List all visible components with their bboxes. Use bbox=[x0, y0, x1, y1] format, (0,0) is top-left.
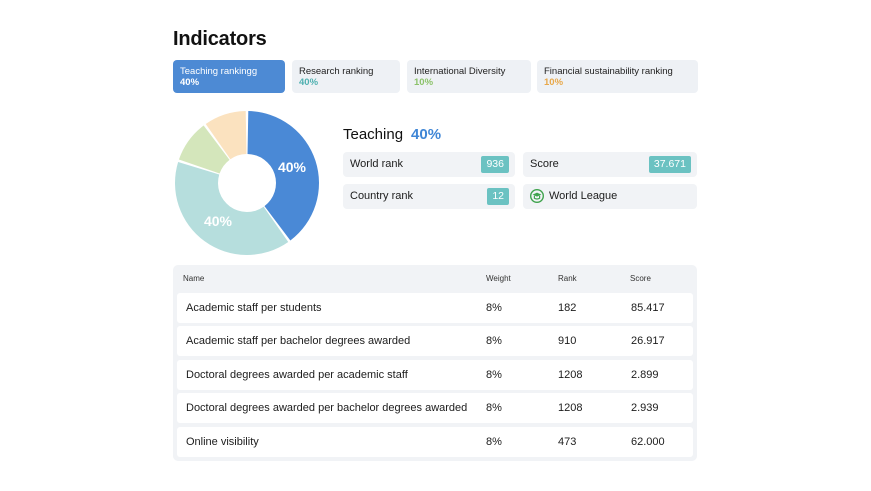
table-header: Name Weight Rank Score bbox=[173, 265, 697, 291]
row-rank: 473 bbox=[558, 436, 577, 448]
country-rank-badge: 12 bbox=[487, 188, 509, 205]
world-league-label: World League bbox=[549, 190, 618, 202]
table-row[interactable]: Doctoral degrees awarded per academic st… bbox=[177, 360, 693, 390]
row-weight: 8% bbox=[486, 369, 502, 381]
donut-label-research: 40% bbox=[204, 213, 233, 229]
header-rank: Rank bbox=[558, 274, 577, 283]
header-score: Score bbox=[630, 274, 651, 283]
donut-segment-research bbox=[175, 161, 289, 255]
row-name: Online visibility bbox=[186, 436, 259, 448]
tab-label: Research ranking bbox=[299, 66, 374, 77]
header-name: Name bbox=[183, 274, 205, 283]
graduation-cap-icon bbox=[530, 189, 544, 203]
table-row[interactable]: Online visibility 8% 473 62.000 bbox=[177, 427, 693, 457]
world-league-box[interactable]: World League bbox=[523, 184, 697, 209]
row-weight: 8% bbox=[486, 335, 502, 347]
row-score: 2.939 bbox=[631, 402, 659, 414]
selected-indicator-name: Teaching bbox=[343, 126, 404, 143]
score-badge: 37.671 bbox=[648, 156, 691, 173]
country-rank-label: Country rank bbox=[350, 190, 413, 202]
score-label: Score bbox=[530, 158, 559, 170]
row-name: Academic staff per students bbox=[186, 302, 322, 314]
tab-label: Teaching rankingg bbox=[180, 66, 258, 77]
row-rank: 182 bbox=[558, 302, 577, 314]
world-rank-box: World rank 936 bbox=[343, 152, 515, 177]
table-row[interactable]: Doctoral degrees awarded per bachelor de… bbox=[177, 393, 693, 423]
row-name: Doctoral degrees awarded per academic st… bbox=[186, 369, 408, 381]
tab-percent: 40% bbox=[180, 77, 200, 88]
donut-segment-teaching bbox=[247, 111, 319, 241]
tab-research[interactable]: Research ranking 40% bbox=[292, 60, 400, 93]
row-score: 85.417 bbox=[631, 302, 665, 314]
row-weight: 8% bbox=[486, 436, 502, 448]
page-title: Indicators bbox=[173, 28, 267, 50]
row-rank: 910 bbox=[558, 335, 577, 347]
world-rank-badge: 936 bbox=[481, 156, 509, 173]
row-score: 2.899 bbox=[631, 369, 659, 381]
indicator-donut-chart: 40% 40% bbox=[175, 111, 319, 255]
table-row[interactable]: Academic staff per bachelor degrees awar… bbox=[177, 326, 693, 356]
row-rank: 1208 bbox=[558, 402, 583, 414]
selected-indicator-heading: Teaching 40% bbox=[343, 126, 441, 143]
header-weight: Weight bbox=[486, 274, 511, 283]
score-box: Score 37.671 bbox=[523, 152, 697, 177]
selected-indicator-percent: 40% bbox=[411, 126, 442, 143]
indicator-table: Name Weight Rank Score Academic staff pe… bbox=[173, 265, 697, 461]
row-weight: 8% bbox=[486, 402, 502, 414]
row-rank: 1208 bbox=[558, 369, 583, 381]
row-score: 26.917 bbox=[631, 335, 665, 347]
tab-percent: 10% bbox=[414, 77, 434, 88]
tab-financial-sustainability[interactable]: Financial sustainability ranking 10% bbox=[537, 60, 698, 93]
donut-label-teaching: 40% bbox=[278, 159, 307, 175]
table-row[interactable]: Academic staff per students 8% 182 85.41… bbox=[177, 293, 693, 323]
donut-segment-financial-sustainability bbox=[205, 111, 247, 160]
donut-segment-international-diversity bbox=[178, 125, 230, 174]
tab-percent: 40% bbox=[299, 77, 319, 88]
country-rank-box: Country rank 12 bbox=[343, 184, 515, 209]
tab-percent: 10% bbox=[544, 77, 564, 88]
tab-label: Financial sustainability ranking bbox=[544, 66, 673, 77]
world-rank-label: World rank bbox=[350, 158, 403, 170]
row-weight: 8% bbox=[486, 302, 502, 314]
row-name: Academic staff per bachelor degrees awar… bbox=[186, 335, 411, 347]
tab-label: International Diversity bbox=[414, 66, 506, 77]
row-score: 62.000 bbox=[631, 436, 665, 448]
row-name: Doctoral degrees awarded per bachelor de… bbox=[186, 402, 468, 414]
tab-teaching[interactable]: Teaching rankingg 40% bbox=[173, 60, 285, 93]
tab-international-diversity[interactable]: International Diversity 10% bbox=[407, 60, 531, 93]
